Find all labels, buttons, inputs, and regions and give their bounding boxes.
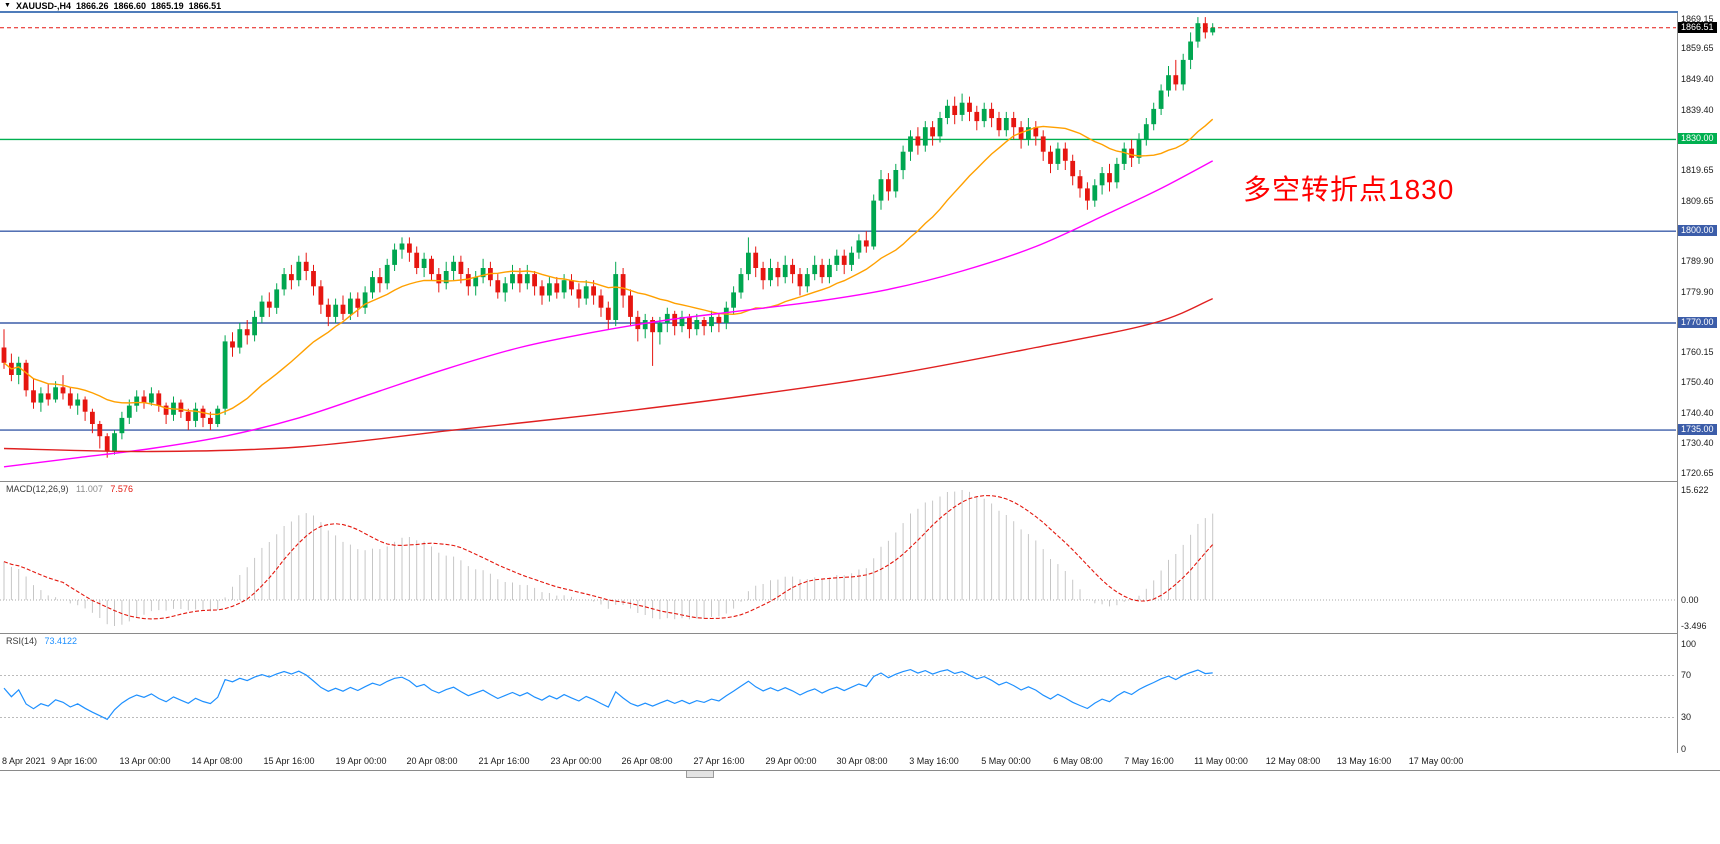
price-label: 1869.15	[1681, 14, 1714, 24]
time-label: 15 Apr 16:00	[263, 756, 315, 766]
macd-signal-value: 7.576	[110, 484, 133, 494]
rsi-value: 73.4122	[44, 636, 78, 646]
time-label: 8 Apr 2021	[2, 756, 46, 766]
time-label: 12 May 08:00	[1265, 756, 1321, 766]
rsi-axis-70: 70	[1681, 670, 1692, 680]
price-label: 1779.90	[1681, 287, 1714, 297]
time-label: 3 May 16:00	[909, 756, 959, 766]
time-label: 14 Apr 08:00	[191, 756, 243, 766]
time-label: 30 Apr 08:00	[836, 756, 888, 766]
macd-label-row: MACD(12,26,9) 11.007 7.576	[6, 484, 133, 494]
time-label: 13 May 16:00	[1336, 756, 1392, 766]
price-label: 1730.40	[1681, 438, 1714, 448]
time-label: 5 May 00:00	[981, 756, 1031, 766]
time-label: 26 Apr 08:00	[621, 756, 673, 766]
rsi-line	[3, 668, 1213, 721]
time-label: 21 Apr 16:00	[478, 756, 530, 766]
price-level-label: 1735.00	[1678, 424, 1717, 435]
price-label: 1849.40	[1681, 74, 1714, 84]
window-top-border	[0, 11, 1720, 13]
time-label: 20 Apr 08:00	[406, 756, 458, 766]
chart-ohlc-bar: ▼ XAUUSD-,H4 1866.26 1866.60 1865.19 186…	[0, 0, 221, 11]
rsi-panel-divider[interactable]	[0, 633, 1720, 634]
macd-panel-divider[interactable]	[0, 481, 1720, 482]
price-label: 1720.65	[1681, 468, 1714, 478]
time-label: 29 Apr 00:00	[765, 756, 817, 766]
time-label: 23 Apr 00:00	[550, 756, 602, 766]
time-label: 9 Apr 16:00	[50, 756, 98, 766]
macd-axis-max: 15.622	[1681, 485, 1709, 495]
price-label: 1760.15	[1681, 347, 1714, 357]
rsi-chart-canvas[interactable]	[0, 634, 1676, 753]
status-area	[0, 770, 1720, 844]
price-label: 1809.65	[1681, 196, 1714, 206]
main-chart-region[interactable]: 多空转折点1830	[0, 13, 1676, 481]
quote-open: 1866.26	[75, 0, 109, 11]
price-level-label: 1800.00	[1678, 225, 1717, 236]
panel-splitter-handle[interactable]	[686, 771, 714, 778]
ma-fast-line[interactable]	[3, 118, 1214, 416]
time-label: 7 May 16:00	[1124, 756, 1174, 766]
macd-histogram	[3, 490, 1214, 626]
price-axis[interactable]: 15.622 0.00 -3.496 100 70 30 0 1869.15 18…	[1678, 0, 1720, 844]
macd-name: MACD(12,26,9)	[6, 484, 69, 494]
price-level-label: 1830.00	[1678, 133, 1717, 144]
chart-symbol-timeframe: XAUUSD-,H4	[15, 0, 71, 11]
macd-main-value: 11.007	[76, 484, 103, 494]
time-label: 11 May 00:00	[1194, 756, 1248, 766]
rsi-axis-0: 0	[1681, 744, 1687, 754]
price-level-label: 1770.00	[1678, 317, 1717, 328]
chart-annotation: 多空转折点1830	[1243, 174, 1455, 205]
price-label: 1819.65	[1681, 165, 1714, 175]
axis-border	[1677, 13, 1678, 753]
quote-low: 1865.19	[151, 0, 184, 11]
rsi-panel[interactable]	[0, 634, 1676, 753]
macd-panel[interactable]	[0, 482, 1676, 633]
macd-signal-line	[3, 495, 1214, 620]
time-label: 19 Apr 00:00	[335, 756, 387, 766]
macd-chart-canvas[interactable]	[0, 482, 1676, 633]
rsi-axis-30: 30	[1681, 712, 1692, 722]
candlestick-series	[1, 17, 1216, 458]
macd-axis-zero: 0.00	[1681, 595, 1699, 605]
chart-menu-icon[interactable]: ▼	[4, 2, 11, 9]
rsi-axis-100: 100	[1681, 639, 1697, 649]
current-price-label: 1866.51	[1678, 22, 1717, 33]
price-label: 1740.40	[1681, 408, 1714, 418]
quote-high: 1866.60	[113, 0, 147, 11]
rsi-name: RSI(14)	[6, 636, 38, 646]
ma-mid-line[interactable]	[3, 160, 1214, 468]
ma-slow-line[interactable]	[3, 297, 1213, 453]
time-label: 6 May 08:00	[1053, 756, 1103, 766]
price-label: 1750.40	[1681, 377, 1714, 387]
price-label: 1859.65	[1681, 43, 1714, 53]
macd-axis-min: -3.496	[1681, 621, 1707, 631]
time-label: 17 May 00:00	[1408, 756, 1464, 766]
quote-close: 1866.51	[188, 0, 222, 11]
price-label: 1789.90	[1681, 256, 1714, 266]
time-label: 13 Apr 00:00	[119, 756, 171, 766]
rsi-label-row: RSI(14) 73.4122	[6, 636, 77, 646]
time-label: 27 Apr 16:00	[693, 756, 745, 766]
time-axis[interactable]: 8 Apr 2021 9 Apr 16:00 13 Apr 00:00 14 Apr …	[0, 753, 1720, 770]
price-label: 1839.40	[1681, 105, 1714, 115]
price-chart-canvas[interactable]	[0, 13, 1676, 481]
